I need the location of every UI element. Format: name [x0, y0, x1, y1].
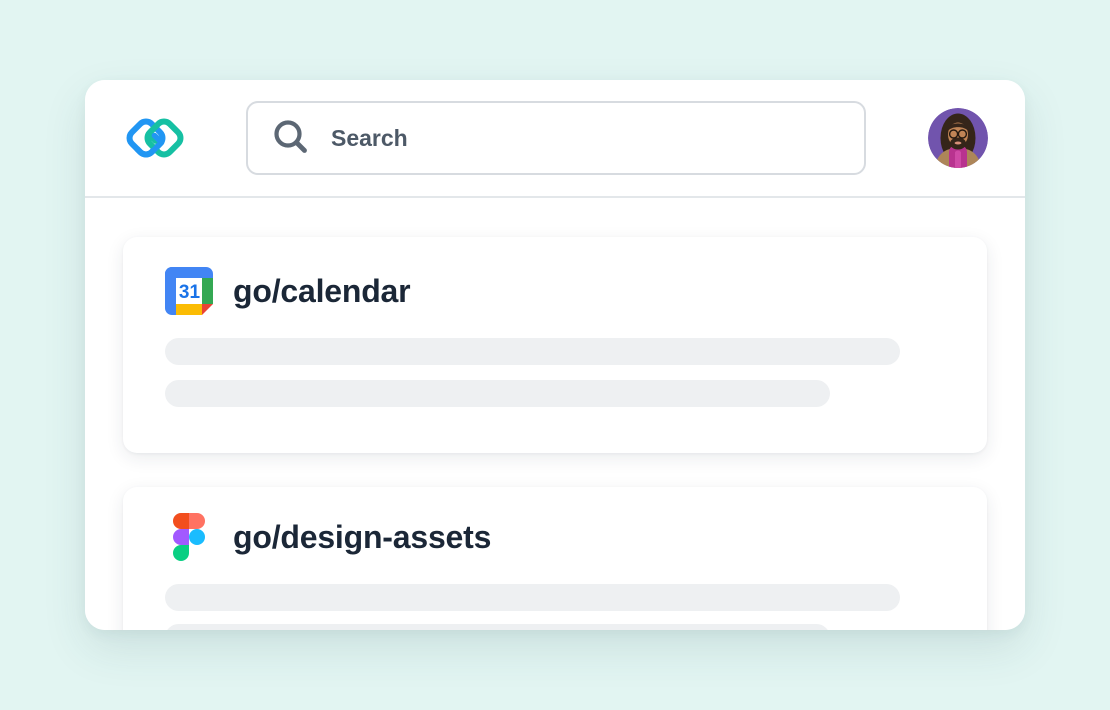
card-header: go/design-assets [165, 513, 945, 561]
figma-icon [173, 513, 205, 561]
go-link-title: go/design-assets [233, 519, 492, 555]
go-link-card-design-assets[interactable]: go/design-assets [123, 487, 987, 630]
skeleton-line [165, 338, 900, 365]
svg-text:31: 31 [179, 282, 201, 303]
skeleton-line [165, 584, 900, 611]
google-calendar-icon: 31 [165, 267, 213, 315]
app-header [85, 80, 1025, 198]
golinks-logo-icon [126, 118, 184, 158]
skeleton-line [165, 380, 830, 407]
go-link-title: go/calendar [233, 273, 411, 309]
search-box[interactable] [246, 101, 866, 175]
skeleton-line [165, 624, 830, 630]
user-avatar[interactable] [928, 108, 988, 168]
app-window: 31 go/calendar [85, 80, 1025, 630]
card-header: 31 go/calendar [165, 267, 945, 315]
search-input[interactable] [329, 123, 852, 153]
go-link-card-calendar[interactable]: 31 go/calendar [123, 237, 987, 453]
links-list: 31 go/calendar [85, 198, 1025, 630]
search-icon [274, 120, 307, 153]
user-avatar-photo-icon [928, 108, 988, 168]
